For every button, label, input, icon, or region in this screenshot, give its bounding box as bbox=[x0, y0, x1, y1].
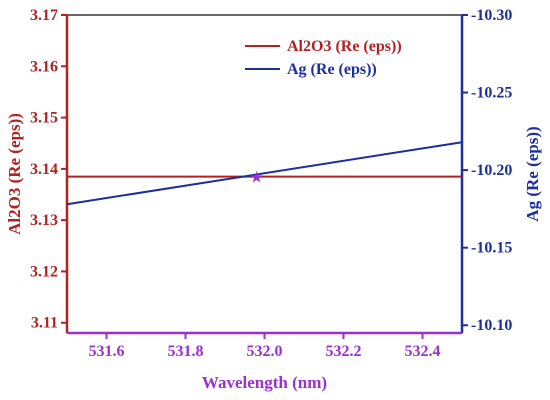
left-tick-label: 3.13 bbox=[30, 212, 58, 229]
left-tick-label: 3.17 bbox=[30, 7, 58, 24]
legend-label-ag: Ag (Re (eps)) bbox=[287, 61, 377, 78]
left-tick-label: 3.12 bbox=[30, 263, 58, 280]
legend-label-al2o3: Al2O3 (Re (eps)) bbox=[287, 38, 402, 55]
left-y-axis-title: Al2O3 (Re (eps)) bbox=[5, 113, 24, 235]
right-tick-label: -10.10 bbox=[471, 317, 512, 334]
right-y-axis-title: Ag (Re (eps)) bbox=[523, 126, 542, 221]
right-tick-label: -10.25 bbox=[471, 85, 512, 102]
x-tick-label: 532.4 bbox=[405, 343, 441, 360]
left-tick-label: 3.11 bbox=[31, 315, 58, 332]
intersection-star-marker: ★ bbox=[249, 170, 263, 187]
x-tick-label: 532.0 bbox=[247, 343, 283, 360]
left-tick-label: 3.16 bbox=[30, 58, 58, 75]
left-tick-label: 3.14 bbox=[30, 161, 58, 178]
right-tick-label: -10.20 bbox=[471, 162, 512, 179]
x-tick-label: 532.2 bbox=[326, 343, 362, 360]
right-tick-label: -10.15 bbox=[471, 240, 512, 257]
x-tick-label: 531.8 bbox=[168, 343, 204, 360]
x-axis-title: Wavelength (nm) bbox=[202, 373, 327, 392]
left-tick-label: 3.15 bbox=[30, 110, 58, 127]
right-tick-label: -10.30 bbox=[471, 7, 512, 24]
x-tick-label: 531.6 bbox=[89, 343, 125, 360]
series-line-ag bbox=[66, 141, 463, 206]
